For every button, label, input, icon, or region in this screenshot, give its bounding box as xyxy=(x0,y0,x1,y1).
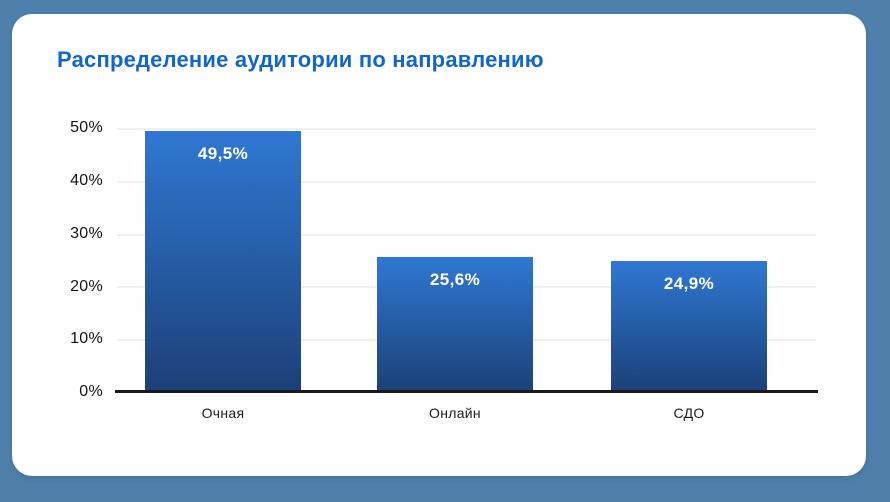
category-label-ochnaya: Очная xyxy=(201,405,245,421)
bar-ochnaya: 49,5% xyxy=(145,130,301,392)
chart-title: Распределение аудитории по направлению xyxy=(57,47,544,72)
gridline xyxy=(117,180,816,183)
category-label-sdo: СДО xyxy=(673,405,705,421)
y-tick-label-40: 40% xyxy=(70,172,103,189)
bar-value-label: 24,9% xyxy=(663,273,715,293)
bar-value-label: 25,6% xyxy=(429,269,481,289)
bar-onlain: 25,6% xyxy=(377,256,533,392)
category-label-onlain: Онлайн xyxy=(429,405,481,421)
plot-area: 49,5% 25,6% 24,9% xyxy=(115,128,818,393)
x-axis: Очная Онлайн СДО xyxy=(115,405,818,427)
y-tick-label-20: 20% xyxy=(70,278,103,295)
y-tick-label-30: 30% xyxy=(70,225,103,242)
bar-value-label: 49,5% xyxy=(197,143,249,163)
y-tick-label-50: 50% xyxy=(70,119,103,136)
y-tick-label-0: 0% xyxy=(79,383,103,400)
gridline xyxy=(117,128,816,130)
gridline xyxy=(117,233,816,236)
y-tick-label-10: 10% xyxy=(70,330,103,347)
bar-sdo: 24,9% xyxy=(611,260,767,392)
x-axis-line xyxy=(115,390,818,393)
chart-card: Распределение аудитории по направлению 5… xyxy=(12,14,866,476)
y-axis: 50% 40% 30% 20% 10% 0% xyxy=(12,14,103,476)
